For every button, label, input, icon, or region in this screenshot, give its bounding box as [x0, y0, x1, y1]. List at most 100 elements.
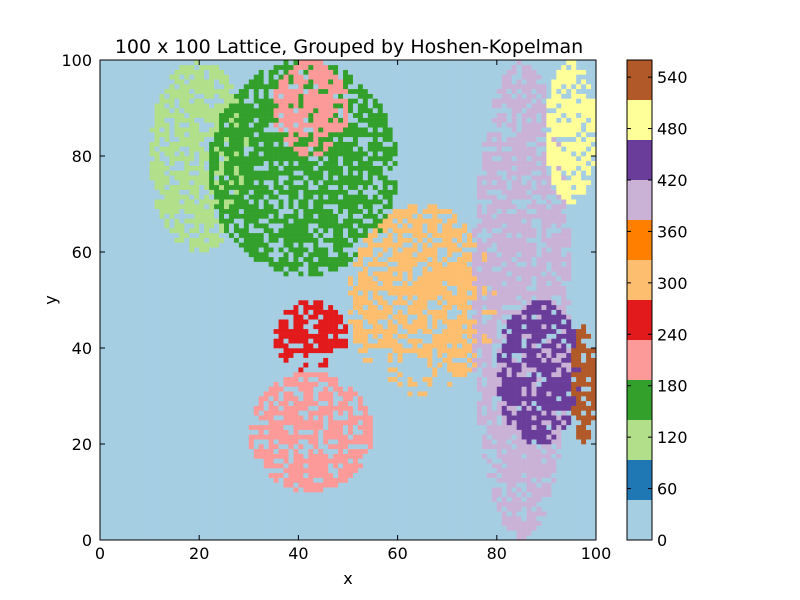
lattice-cell — [323, 472, 329, 478]
lattice-cell — [491, 338, 498, 344]
lattice-cell — [581, 482, 587, 488]
lattice-cell — [159, 415, 165, 421]
lattice-cell — [442, 487, 448, 493]
lattice-cell — [228, 444, 235, 450]
lattice-cell — [407, 420, 413, 426]
lattice-cell — [362, 415, 369, 421]
lattice-cell — [437, 496, 443, 502]
lattice-cell — [546, 309, 552, 315]
lattice-cell — [224, 304, 230, 310]
lattice-cell — [134, 530, 140, 536]
lattice-cell — [387, 405, 393, 411]
lattice-cell — [417, 314, 423, 320]
lattice-cell — [561, 367, 567, 373]
lattice-cell — [109, 391, 116, 397]
lattice-cell — [491, 372, 498, 378]
lattice-cell — [566, 338, 572, 344]
lattice-cell — [288, 386, 294, 392]
lattice-cell — [278, 300, 284, 306]
lattice-cell — [427, 415, 433, 421]
lattice-cell — [372, 328, 379, 334]
lattice-cell — [348, 343, 354, 349]
lattice-cell — [452, 516, 458, 522]
lattice-cell — [313, 439, 319, 445]
lattice-cell — [372, 520, 379, 526]
lattice-cell — [159, 372, 165, 378]
lattice-cell — [437, 468, 443, 474]
lattice-cell — [144, 535, 150, 541]
lattice-cell — [248, 492, 255, 498]
lattice-cell — [129, 328, 136, 334]
lattice-cell — [293, 458, 299, 464]
lattice-cell — [467, 324, 473, 330]
lattice-cell — [352, 530, 359, 536]
lattice-cell — [124, 439, 131, 445]
lattice-cell — [134, 487, 140, 493]
lattice-cell — [328, 434, 334, 440]
lattice-cell — [392, 357, 398, 363]
lattice-cell — [308, 420, 314, 426]
lattice-cell — [228, 362, 235, 368]
lattice-cell — [224, 367, 230, 373]
lattice-cell — [318, 300, 324, 306]
lattice-cell — [586, 309, 592, 315]
lattice-cell — [531, 506, 537, 512]
lattice-cell — [288, 343, 294, 349]
lattice-cell — [377, 468, 384, 474]
lattice-cell — [243, 487, 250, 493]
lattice-cell — [313, 487, 319, 493]
lattice-cell — [402, 391, 408, 397]
lattice-cell — [104, 309, 111, 315]
lattice-cell — [338, 458, 344, 464]
lattice-cell — [199, 482, 205, 488]
lattice-cell — [263, 448, 269, 454]
lattice-cell — [541, 333, 547, 339]
lattice-cell — [476, 482, 483, 488]
lattice-cell — [199, 304, 205, 310]
lattice-cell — [298, 386, 304, 392]
lattice-cell — [283, 487, 289, 493]
lattice-cell — [496, 439, 503, 445]
lattice-cell — [238, 487, 245, 493]
lattice-cell — [243, 396, 250, 402]
lattice-cell — [357, 429, 364, 435]
lattice-cell — [283, 309, 289, 315]
lattice-cell — [392, 463, 398, 469]
lattice-cell — [551, 396, 557, 402]
lattice-cell — [586, 525, 592, 531]
lattice-cell — [437, 453, 443, 459]
lattice-cell — [496, 348, 503, 354]
lattice-cell — [496, 458, 503, 464]
lattice-cell — [546, 352, 552, 358]
lattice-cell — [397, 348, 403, 354]
lattice-cell — [273, 444, 279, 450]
lattice-cell — [169, 333, 175, 339]
lattice-cell — [506, 511, 512, 517]
lattice-cell — [591, 319, 597, 325]
lattice-cell — [139, 477, 145, 483]
lattice-cell — [268, 348, 274, 354]
lattice-cell — [367, 448, 374, 454]
lattice-cell — [288, 530, 294, 536]
lattice-cell — [591, 520, 597, 526]
lattice-cell — [100, 300, 106, 306]
lattice-cell — [139, 391, 145, 397]
lattice-cell — [159, 357, 165, 363]
lattice-cell — [377, 458, 384, 464]
lattice-cell — [144, 376, 150, 382]
lattice-cell — [114, 410, 121, 416]
lattice-cell — [447, 343, 453, 349]
lattice-cell — [283, 516, 289, 522]
lattice-cell — [427, 492, 433, 498]
lattice-cell — [224, 314, 230, 320]
lattice-cell — [402, 396, 408, 402]
lattice-cell — [139, 487, 145, 493]
lattice-cell — [233, 400, 240, 406]
lattice-cell — [204, 472, 210, 478]
lattice-cell — [298, 381, 304, 387]
lattice-cell — [109, 434, 116, 440]
lattice-cell — [571, 482, 577, 488]
lattice-cell — [233, 458, 240, 464]
lattice-cell — [328, 463, 334, 469]
lattice-cell — [397, 338, 403, 344]
